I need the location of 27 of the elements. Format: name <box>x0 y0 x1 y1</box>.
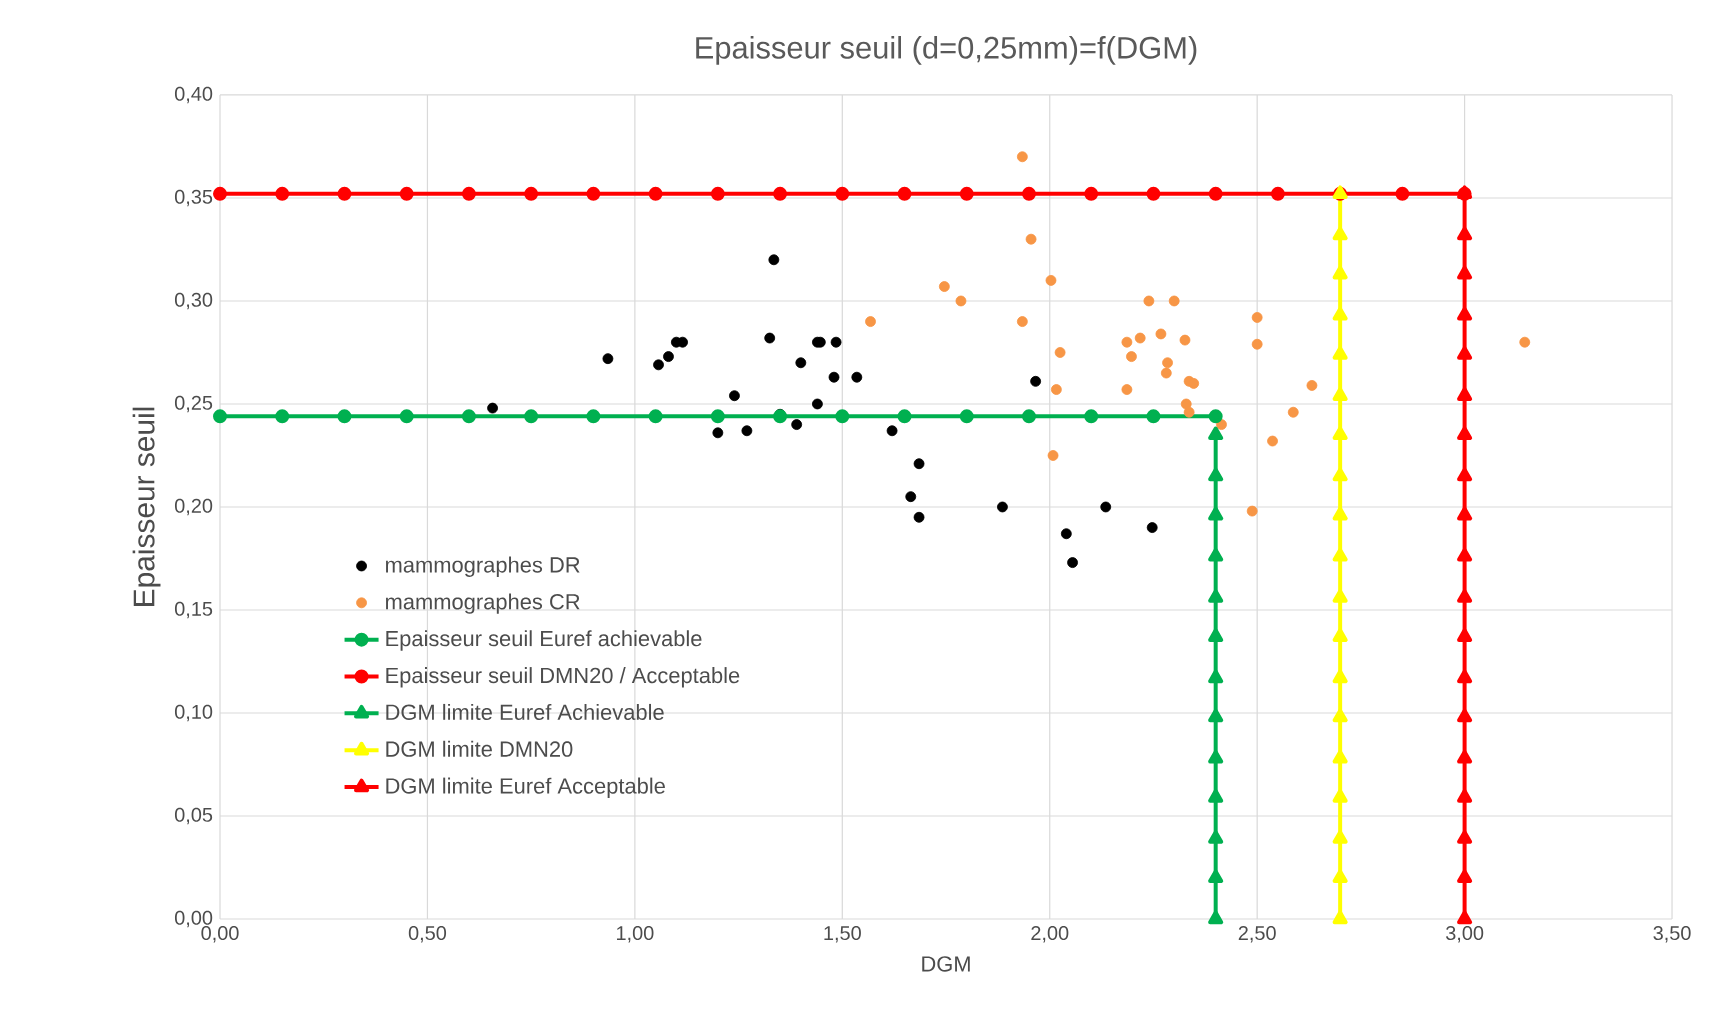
legend-label: mammographes DR <box>386 556 580 577</box>
legend-label: DGM limite DMN20 <box>386 740 573 757</box>
x-axis-title: DGM <box>922 956 970 972</box>
y-tick-label: 0,10 <box>174 704 213 722</box>
legend-label: Epaisseur seuil DMN20 / Acceptable <box>386 667 740 688</box>
y-tick-label: 0,05 <box>174 807 213 825</box>
legend-label: Epaisseur seuil Euref achievable <box>386 630 702 651</box>
y-axis-title: Epaisseur seuil <box>132 407 161 606</box>
x-tick-label: 3,00 <box>1445 926 1484 943</box>
x-tick-label: 3,50 <box>1653 926 1691 943</box>
y-tick-label: 0,15 <box>174 601 213 619</box>
x-tick-label: 0,00 <box>201 926 239 943</box>
x-tick-label: 2,00 <box>1031 926 1069 943</box>
y-tick-label: 0,20 <box>174 498 213 516</box>
y-tick-label: 0,30 <box>174 292 213 310</box>
y-tick-label: 0,00 <box>174 910 213 928</box>
y-tick-label: 0,25 <box>174 395 213 413</box>
legend-label: mammographes CR <box>386 593 580 614</box>
x-tick-label: 1,50 <box>824 926 861 943</box>
x-tick-label: 1,00 <box>617 926 654 943</box>
x-tick-label: 2,50 <box>1238 926 1276 943</box>
legend-label: DGM limite Euref Achievable <box>386 703 664 721</box>
y-tick-label: 0,40 <box>174 86 213 104</box>
legend-label: DGM limite Euref Acceptable <box>386 777 665 799</box>
y-tick-label: 0,35 <box>174 189 213 207</box>
x-tick-label: 0,50 <box>408 926 447 943</box>
chart-title: Epaisseur seuil (d=0,25mm)=f(DGM) <box>696 36 1197 65</box>
